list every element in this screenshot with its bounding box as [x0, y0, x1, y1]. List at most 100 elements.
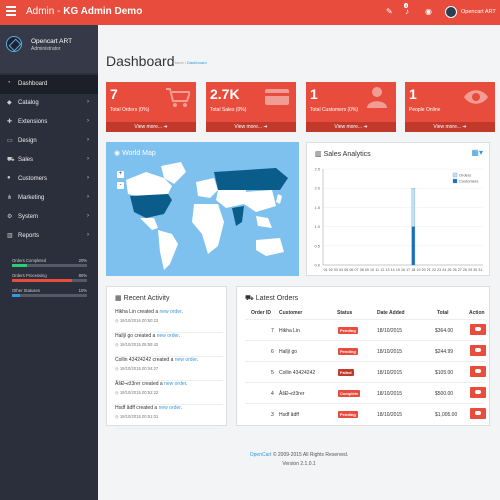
footer-opencart-link[interactable]: OpenCart — [249, 452, 272, 458]
sidebar-item-extensions[interactable]: ✚ Extensions › — [0, 113, 98, 132]
y-tick-label: 1.0 — [314, 224, 320, 229]
activity-order-link[interactable]: new order — [159, 309, 182, 315]
tile-view-more-link[interactable]: View more... ➔ — [106, 122, 196, 132]
gear-icon: ⚙ — [7, 214, 13, 220]
activity-order-link[interactable]: new order — [164, 381, 187, 387]
world-map[interactable] — [106, 142, 299, 276]
sidebar-item-design[interactable]: ▭ Design › — [0, 132, 98, 151]
stat-percent: 80% — [78, 273, 87, 278]
monitor-icon: ▭ — [7, 138, 13, 144]
eye-icon — [463, 86, 489, 108]
stat-tile: 1 Total Customers (0%) View more... ➔ — [306, 82, 396, 132]
chevron-right-icon: › — [87, 175, 89, 181]
tile-view-more-link[interactable]: View more... ➔ — [306, 122, 396, 132]
view-order-button[interactable] — [470, 387, 486, 398]
view-more-text: View more... — [433, 124, 462, 130]
breadcrumb-home[interactable]: Home — [173, 60, 184, 65]
x-tick-label: 26 — [453, 268, 457, 272]
footer: OpenCart © 2009-2015 All Rights Reserved… — [98, 452, 500, 467]
life-ring-icon[interactable]: ◉ — [425, 7, 432, 16]
view-order-button[interactable] — [470, 324, 486, 335]
wrench-icon[interactable]: ✎ — [386, 7, 393, 16]
x-tick-label: 20 — [422, 268, 426, 272]
stat-percent: 20% — [78, 258, 87, 263]
activity-customer: Collin 43424242 — [115, 357, 152, 363]
order-customer: ÅšÐ¬rž3rer — [279, 391, 305, 397]
stat-progress-fill — [12, 294, 20, 297]
view-order-button[interactable] — [470, 408, 486, 419]
sidebar-item-reports[interactable]: ▥ Reports › — [0, 227, 98, 246]
zoom-out-button[interactable]: - — [117, 182, 124, 189]
x-tick-label: 09 — [365, 268, 369, 272]
stat-progress-fill — [12, 279, 72, 282]
recent-activity-panel: ▦ Recent Activity Hikha Lin created a ne… — [106, 286, 227, 429]
zoom-in-button[interactable]: + — [117, 171, 124, 178]
order-date: 18/10/2015 — [377, 328, 403, 334]
x-tick-label: 08 — [360, 268, 364, 272]
user-icon — [364, 86, 390, 108]
x-tick-label: 31 — [478, 268, 482, 272]
tile-view-more-link[interactable]: View more... ➔ — [405, 122, 495, 132]
order-total: $500.00 — [435, 391, 454, 397]
activity-order-link[interactable]: new order — [158, 405, 181, 411]
tile-view-more-link[interactable]: View more... ➔ — [206, 122, 296, 132]
tile-value: 1 — [310, 86, 318, 102]
activity-date-text: 18/10/2015 00:51:01 — [119, 414, 159, 419]
tile-label: Total Orders (0%) — [110, 107, 150, 113]
clock-icon: ◷ — [115, 414, 120, 419]
order-id: 5 — [271, 370, 274, 376]
activity-end: . — [178, 333, 181, 339]
profile-role: Administrator — [31, 46, 61, 52]
eye-icon: ◉ — [114, 150, 121, 157]
sidebar-item-system[interactable]: ⚙ System › — [0, 208, 98, 227]
tile-label: Total Customers (0%) — [310, 107, 359, 113]
order-total: $105.00 — [435, 370, 454, 376]
cart-icon — [164, 86, 192, 108]
x-tick-label: 12 — [380, 268, 384, 272]
sidebar-item-marketing[interactable]: ⋔ Marketing › — [0, 189, 98, 208]
menu-toggle-icon[interactable] — [6, 6, 16, 16]
sidebar-item-dashboard[interactable]: ◔ Dashboard — [0, 75, 98, 94]
breadcrumb: Home / Dashboard — [173, 60, 207, 65]
activity-order-link[interactable]: new order — [174, 357, 197, 363]
puzzle-icon: ✚ — [7, 119, 13, 125]
x-tick-label: 01 — [324, 268, 328, 272]
activity-customer: Halljí go — [115, 333, 134, 339]
sidebar-item-label: Customers — [18, 176, 48, 182]
order-total: $1,005.00 — [435, 412, 458, 418]
arrow-circle-icon: ➔ — [461, 124, 467, 130]
view-order-button[interactable] — [470, 345, 486, 356]
table-row: 5 Collin 43424242 Failed 18/10/2015 $105.00 — [245, 361, 486, 384]
table-row: 4 ÅšÐ¬rž3rer Complete 18/10/2015 $500.00 — [245, 382, 486, 405]
user-avatar[interactable] — [445, 6, 457, 18]
brand-title: KG Admin Demo — [63, 6, 143, 17]
activity-date-text: 18/10/2016 00:50:23 — [119, 318, 159, 323]
app-brand[interactable]: Admin - KG Admin Demo — [26, 6, 142, 17]
bell-icon[interactable]: ♪ — [405, 7, 409, 16]
calendar-dropdown-icon[interactable]: ▦▾ — [471, 148, 483, 157]
sidebar-item-customers[interactable]: ● Customers › — [0, 170, 98, 189]
user-name[interactable]: Opencart ART — [461, 9, 496, 15]
x-tick-label: 23 — [437, 268, 441, 272]
tile-label: Total Sales (0%) — [210, 107, 247, 113]
activity-order-link[interactable]: new order — [156, 333, 179, 339]
activity-item: Hsdf âdff created a new order. ◷ 18/10/20… — [115, 405, 223, 429]
sidebar-item-label: Extensions — [18, 119, 48, 125]
sales-analytics-panel: ▥ Sales Analytics ▦▾ 2.5 2.0 1.5 1.0 0.5 0.0 0… — [306, 142, 490, 276]
bar-chart-icon: ▥ — [7, 233, 13, 239]
sidebar-item-catalog[interactable]: ◆ Catalog › — [0, 94, 98, 113]
breadcrumb-current[interactable]: Dashboard — [187, 60, 207, 65]
view-order-button[interactable] — [470, 366, 486, 377]
sidebar-item-sales[interactable]: ⛟ Sales › — [0, 151, 98, 170]
activity-end: . — [180, 405, 182, 411]
stat-tile: 2.7K Total Sales (0%) View more... ➔ — [206, 82, 296, 132]
x-tick-label: 04 — [339, 268, 343, 272]
activity-date: ◷ 18/10/2016 00:50:23 — [115, 318, 158, 323]
clock-icon: ◷ — [115, 366, 120, 371]
activity-text: Hsdf âdff created a new order. — [115, 405, 182, 411]
x-tick-label: 13 — [386, 268, 390, 272]
stat-progress-bar — [12, 279, 87, 282]
footer-copyright: © 2009-2015 All Rights Reserved. — [271, 452, 349, 458]
cart-icon: ⛟ — [7, 157, 15, 163]
activity-end: . — [186, 381, 188, 387]
